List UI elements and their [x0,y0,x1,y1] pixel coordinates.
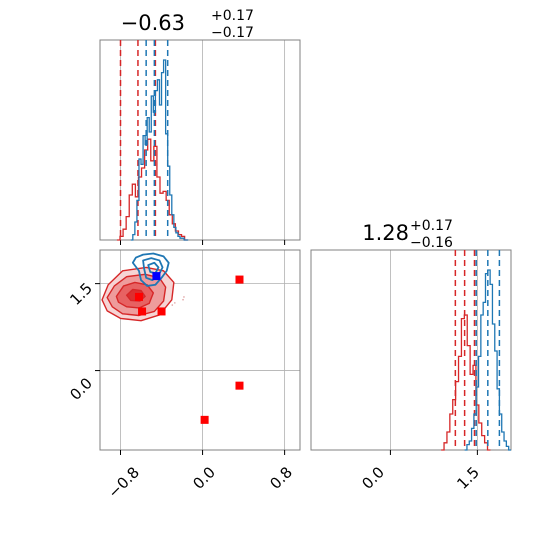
x2-tick-labels: 0.0 1.5 [358,463,483,493]
sample-point [182,298,184,301]
red-square-marker [157,307,166,316]
red-square-marker [138,307,147,316]
sample-point [174,302,176,304]
x-tick-label: −0.8 [105,463,143,501]
histogram-red [116,138,188,241]
panel-2d-contour [95,249,301,455]
title-1-main: −0.63 [121,11,185,35]
y-tick-label: 0.0 [66,374,96,404]
panel-histogram-param-1 [99,39,301,245]
x2-tick-label: 0.0 [358,463,388,493]
x2-tick-label: 1.5 [453,463,483,493]
red-square-marker [235,275,244,284]
panel-histogram-param-2 [310,249,512,455]
title-2-sup: +0.17 [410,218,453,234]
x-tick-labels: −0.8 0.0 0.8 [105,463,296,501]
blue-square-marker [152,272,161,281]
blue-contour [131,252,170,287]
axes-frame [99,249,301,451]
x-tick-label: 0.8 [266,463,296,493]
title-2-main: 1.28 [362,221,409,245]
axes-frame [99,39,301,241]
red-square-marker [235,381,244,390]
title-1-sup: +0.17 [211,8,254,24]
sample-point [171,304,174,306]
title-param-1: −0.63 +0.17 −0.17 [121,8,254,41]
title-1-sub: −0.17 [211,25,254,41]
x-tick-label: 0.0 [189,463,219,493]
blue-contour [147,261,160,275]
sample-point [183,296,185,298]
axes-frame [310,249,512,451]
histogram-blue [130,59,189,241]
red-square-marker [200,415,209,424]
y-tick-label: 1.5 [66,279,96,309]
y-tick-labels: 0.0 1.5 [66,279,96,404]
red-square-marker [134,292,143,301]
title-2-sub: −0.16 [410,235,453,251]
histogram-red [441,314,491,451]
title-param-2: 1.28 +0.17 −0.16 [362,218,453,251]
